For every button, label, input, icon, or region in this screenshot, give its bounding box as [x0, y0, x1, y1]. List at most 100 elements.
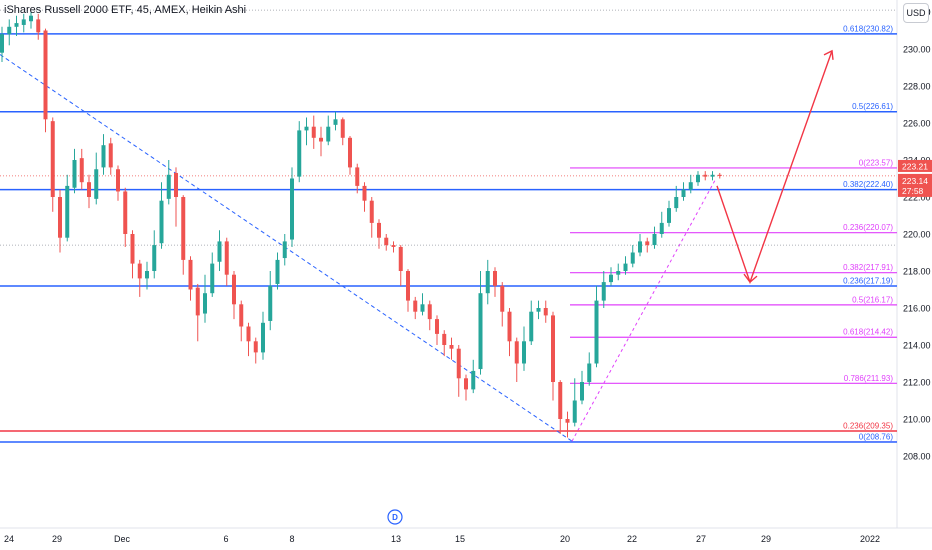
x-tick-label: 6 — [223, 534, 228, 544]
candle-body — [65, 185, 70, 238]
candle-body — [710, 174, 715, 177]
candle-body — [195, 287, 200, 316]
candle-body — [79, 158, 84, 183]
x-tick-label: 2022 — [860, 534, 880, 544]
y-tick-label: 218.00 — [903, 267, 931, 277]
candle-body — [50, 121, 55, 197]
dividend-marker-label: D — [392, 513, 398, 522]
candle-body — [565, 419, 570, 423]
candle-body — [7, 26, 12, 35]
x-tick-label: 8 — [289, 534, 294, 544]
candle-body — [239, 304, 244, 327]
candle-body — [391, 245, 396, 247]
candle-body — [43, 30, 48, 120]
horizontal-level-label: 0.618(230.82) — [843, 24, 893, 33]
candle-body — [493, 271, 497, 286]
price-tag-countdown: 27:58 — [902, 186, 924, 196]
candle-body — [203, 293, 207, 314]
candle-body — [369, 200, 374, 223]
price-tag-last — [898, 173, 932, 197]
candle-body — [696, 174, 700, 183]
y-tick-label: 226.00 — [903, 119, 931, 129]
currency-button[interactable]: USD — [903, 3, 929, 23]
x-tick-label: 13 — [391, 534, 401, 544]
x-tick-label: 15 — [455, 534, 465, 544]
candle-body — [703, 174, 708, 177]
candle-body — [188, 259, 193, 290]
x-tick-label: 29 — [52, 534, 62, 544]
candle-body — [406, 271, 410, 301]
candle-body — [609, 274, 613, 283]
x-tick-label: 24 — [4, 534, 14, 544]
x-tick-label: 27 — [696, 534, 706, 544]
candle-body — [398, 246, 403, 271]
candle-body — [681, 189, 686, 197]
candle-body — [442, 333, 447, 345]
candle-body — [333, 119, 338, 125]
price-tag-top — [898, 159, 932, 172]
candle-body — [572, 400, 577, 423]
uptrend-line — [571, 178, 717, 442]
horizontal-level-label: 0(208.76) — [859, 432, 894, 441]
price-tag-last-label: 223.14 — [902, 176, 928, 186]
candle-body — [232, 274, 236, 305]
candle-body — [507, 311, 512, 342]
projection-arrowhead-up — [823, 49, 834, 60]
candle-body — [174, 172, 178, 197]
candle-body — [94, 169, 99, 199]
projection-arrowhead-down — [743, 273, 758, 284]
candle-body — [478, 293, 483, 370]
candle-body — [224, 241, 229, 275]
fib-level-label: 0.618(214.42) — [843, 328, 893, 337]
candle-body — [471, 370, 476, 390]
candle-body — [667, 208, 671, 223]
candle-body — [36, 19, 41, 33]
horizontal-level-label: 0.236(217.19) — [843, 276, 893, 285]
candle-body — [116, 169, 120, 192]
x-tick-label: Dec — [114, 534, 131, 544]
candle-body — [630, 252, 635, 264]
candle-body — [282, 241, 287, 259]
candle-body — [717, 174, 722, 176]
candle-body — [261, 322, 265, 353]
fib-level-label: 0.382(217.91) — [843, 263, 893, 272]
x-tick-label: 20 — [560, 534, 570, 544]
candle-body — [377, 222, 381, 238]
candle-body — [123, 191, 128, 234]
candle-body — [616, 271, 621, 275]
candle-body — [181, 197, 186, 260]
candle-body — [210, 263, 215, 294]
fib-level-label: 0(223.57) — [859, 158, 894, 167]
candle-body — [101, 145, 106, 168]
candle-body — [166, 174, 171, 199]
candle-body — [587, 363, 592, 382]
candle-body — [522, 341, 526, 364]
y-tick-label: 210.00 — [903, 415, 931, 425]
candle-body — [253, 341, 258, 353]
candle-body — [420, 304, 425, 312]
candle-body — [14, 23, 19, 27]
candle-body — [0, 34, 4, 53]
candle-body — [543, 308, 548, 316]
candle-body — [58, 197, 62, 238]
chart-title: iShares Russell 2000 ETF, 45, AMEX, Heik… — [4, 4, 247, 16]
candle-body — [130, 234, 135, 264]
candle-body — [601, 282, 606, 301]
candle-body — [304, 126, 309, 131]
horizontal-level-label: 0.236(209.35) — [843, 422, 893, 431]
y-tick-label: 212.00 — [903, 378, 931, 388]
candle-body — [290, 178, 294, 240]
candle-body — [449, 345, 454, 349]
candle-body — [355, 167, 360, 186]
y-tick-label: 214.00 — [903, 341, 931, 351]
y-tick-label: 216.00 — [903, 304, 931, 314]
candle-body — [558, 382, 563, 419]
dividend-marker[interactable] — [387, 509, 403, 525]
y-tick-label: 228.00 — [903, 82, 931, 92]
x-tick-label: 29 — [761, 534, 771, 544]
candle-body — [268, 285, 273, 321]
candle-body — [152, 245, 157, 271]
candle-body — [464, 378, 468, 390]
